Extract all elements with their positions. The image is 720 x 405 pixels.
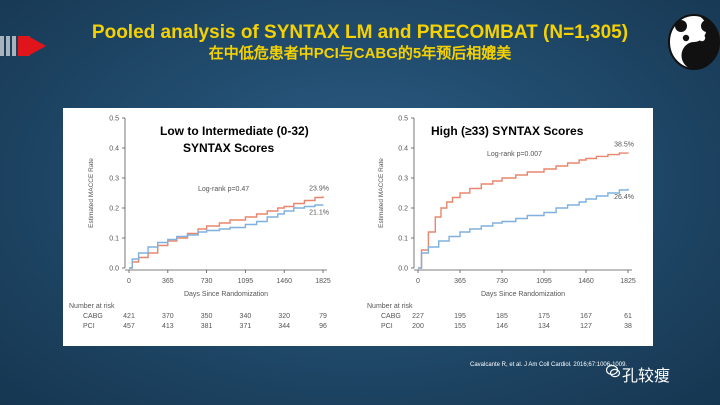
risk-value: 200 (412, 323, 424, 330)
risk-table-header: Number at risk (69, 303, 115, 310)
risk-row-label: PCI (381, 323, 393, 330)
series-line-cabg (129, 196, 324, 269)
decoration-bar (12, 36, 16, 56)
chart-panel: 0.0 0.1 0.2 0.3 0.4 0.5 0 365 730 1095 1460 1825 Day… (63, 108, 653, 346)
watermark: 孔较瘦 (622, 368, 671, 385)
x-tick-label: 1460 (276, 278, 292, 285)
x-tick-label: 0 (127, 278, 131, 285)
y-tick-label: 0.0 (398, 266, 408, 273)
x-tick-label: 0 (416, 278, 420, 285)
risk-value: 167 (580, 313, 592, 320)
risk-value: 371 (240, 323, 252, 330)
citation: Cavalcante R, et al. J Am Coll Cardiol. … (470, 362, 628, 368)
series-line-pci (418, 188, 629, 269)
risk-value: 175 (538, 313, 550, 320)
y-tick-label: 0.4 (109, 146, 119, 153)
risk-value: 413 (162, 323, 174, 330)
y-tick-label: 0.5 (398, 116, 408, 123)
risk-row-label: CABG (381, 313, 401, 320)
title-decoration (0, 36, 48, 56)
series-line-pci (129, 204, 324, 269)
risk-value: 457 (123, 323, 135, 330)
x-axis-label: Days Since Randomization (481, 291, 565, 298)
risk-value: 227 (412, 313, 424, 320)
x-tick-label: 1460 (578, 278, 594, 285)
risk-value: 340 (240, 313, 252, 320)
slide-subtitle: 在中低危患者中PCI与CABG的5年预后相媲美 (208, 45, 512, 62)
decoration-bar (0, 36, 4, 56)
x-tick-label: 365 (454, 278, 466, 285)
risk-table-header: Number at risk (367, 303, 413, 310)
chart-title: Low to Intermediate (0-32) (160, 124, 309, 138)
y-axis-label: Estimated MACCE Rate (378, 158, 385, 228)
chart-title: High (≥33) SYNTAX Scores (431, 124, 584, 138)
title-block: Pooled analysis of SYNTAX LM and PRECOMB… (60, 22, 660, 63)
risk-row-label: CABG (83, 313, 103, 320)
risk-value: 61 (624, 313, 632, 320)
series-end-label: 26.4% (614, 194, 634, 201)
series-end-label: 23.9% (309, 185, 329, 192)
risk-value: 350 (201, 313, 213, 320)
x-tick-label: 730 (201, 278, 213, 285)
y-axis-label: Estimated MACCE Rate (88, 158, 95, 228)
logrank-annotation: Log-rank p=0.47 (198, 186, 249, 193)
risk-value: 146 (496, 323, 508, 330)
risk-row-label: PCI (83, 323, 95, 330)
x-tick-label: 1825 (315, 278, 331, 285)
y-tick-label: 0.2 (109, 206, 119, 213)
panda-logo-icon (668, 14, 720, 70)
risk-value: 370 (162, 313, 174, 320)
x-tick-label: 1825 (620, 278, 636, 285)
slide-title: Pooled analysis of SYNTAX LM and PRECOMB… (91, 22, 629, 43)
y-tick-label: 0.2 (398, 206, 408, 213)
y-tick-label: 0.4 (398, 146, 408, 153)
x-axis-label: Days Since Randomization (184, 291, 268, 298)
x-tick-label: 365 (162, 278, 174, 285)
risk-value: 96 (319, 323, 327, 330)
risk-value: 320 (278, 313, 290, 320)
chart-title: SYNTAX Scores (183, 141, 274, 155)
series-end-label: 21.1% (309, 210, 329, 217)
y-tick-label: 0.3 (109, 176, 119, 183)
risk-value: 79 (319, 313, 327, 320)
y-tick-label: 0.0 (109, 266, 119, 273)
y-tick-label: 0.5 (109, 116, 119, 123)
decoration-bar (6, 36, 10, 56)
risk-value: 421 (123, 313, 135, 320)
x-tick-label: 1095 (536, 278, 552, 285)
risk-value: 155 (454, 323, 466, 330)
risk-value: 195 (454, 313, 466, 320)
x-tick-label: 1095 (238, 278, 254, 285)
risk-value: 38 (624, 323, 632, 330)
risk-value: 185 (496, 313, 508, 320)
logrank-annotation: Log-rank p=0.007 (487, 151, 542, 158)
risk-value: 134 (538, 323, 550, 330)
decoration-arrow-body (18, 36, 30, 56)
series-end-label: 38.5% (614, 142, 634, 149)
risk-value: 344 (278, 323, 290, 330)
y-tick-label: 0.3 (398, 176, 408, 183)
km-charts: 0.00.10.20.30.40.50 365 730 1095 1460 1825Day… (69, 116, 636, 331)
risk-value: 381 (201, 323, 213, 330)
y-tick-label: 0.1 (398, 236, 408, 243)
risk-value: 127 (580, 323, 592, 330)
chat-bubble-icon (606, 364, 620, 378)
series-line-cabg (418, 152, 629, 269)
x-tick-label: 730 (496, 278, 508, 285)
arrow-right-icon (28, 36, 46, 56)
y-tick-label: 0.1 (109, 236, 119, 243)
